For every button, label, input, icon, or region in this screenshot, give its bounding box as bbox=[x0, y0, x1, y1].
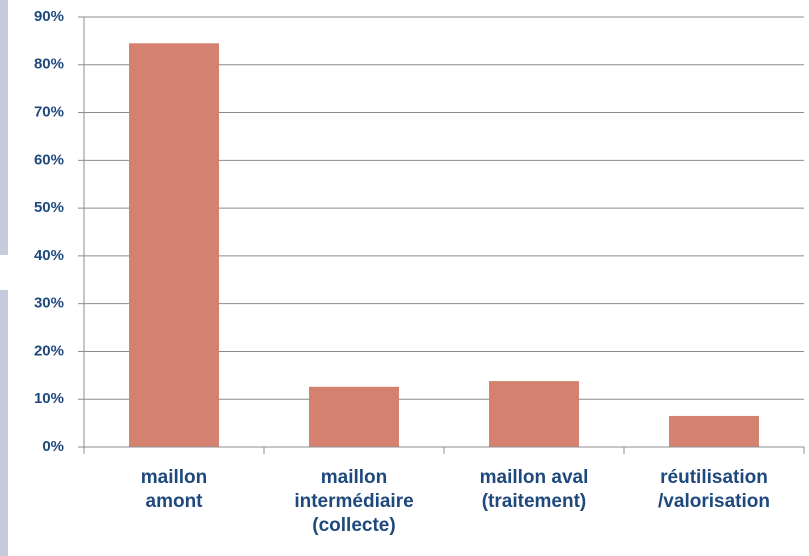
y-tick-label: 40% bbox=[34, 247, 64, 264]
x-tick-label: (traitement) bbox=[482, 491, 587, 512]
y-tick-label: 60% bbox=[34, 151, 64, 168]
x-tick-label: amont bbox=[146, 491, 204, 512]
y-tick-label: 20% bbox=[34, 342, 64, 359]
x-tick-label: réutilisation bbox=[660, 467, 768, 488]
y-tick-label: 50% bbox=[34, 199, 64, 216]
y-tick-label: 70% bbox=[34, 104, 64, 121]
bar bbox=[669, 415, 759, 447]
x-tick-label: maillon bbox=[321, 467, 388, 488]
x-tick-label: maillon bbox=[141, 467, 208, 488]
bar bbox=[129, 43, 219, 448]
y-tick-label: 0% bbox=[42, 438, 64, 455]
side-strip bbox=[0, 0, 8, 255]
x-tick-label: maillon aval bbox=[480, 467, 589, 488]
x-tick-label: intermédiaire bbox=[294, 491, 413, 512]
y-tick-label: 80% bbox=[34, 56, 64, 73]
bar bbox=[489, 381, 579, 447]
x-tick-label: /valorisation bbox=[658, 491, 770, 512]
x-tick-label: (collecte) bbox=[312, 515, 395, 536]
y-tick-label: 30% bbox=[34, 295, 64, 312]
side-strip bbox=[0, 290, 8, 556]
y-tick-label: 90% bbox=[34, 8, 64, 25]
bar bbox=[309, 386, 399, 447]
y-tick-label: 10% bbox=[34, 390, 64, 407]
